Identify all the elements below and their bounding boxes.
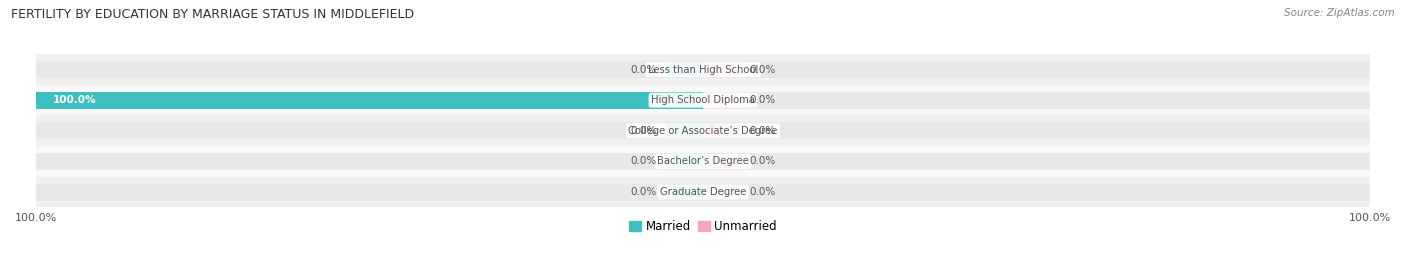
Bar xyxy=(37,177,1369,207)
Bar xyxy=(703,94,740,107)
Bar xyxy=(703,122,1369,139)
Bar xyxy=(703,63,740,76)
Bar xyxy=(37,61,703,78)
Bar xyxy=(37,54,1369,85)
Text: Source: ZipAtlas.com: Source: ZipAtlas.com xyxy=(1284,8,1395,18)
Bar xyxy=(37,146,1369,177)
Bar xyxy=(37,122,703,139)
Bar xyxy=(703,155,740,168)
Text: 0.0%: 0.0% xyxy=(630,187,657,197)
Bar xyxy=(666,155,703,168)
Text: 0.0%: 0.0% xyxy=(630,126,657,136)
Text: 0.0%: 0.0% xyxy=(749,187,776,197)
Bar xyxy=(703,125,740,137)
Bar xyxy=(37,153,703,170)
Bar xyxy=(703,184,1369,200)
Text: Less than High School: Less than High School xyxy=(648,65,758,75)
Text: 0.0%: 0.0% xyxy=(630,157,657,167)
Bar xyxy=(703,153,1369,170)
Bar xyxy=(37,184,703,200)
Bar xyxy=(37,92,703,109)
Bar xyxy=(37,115,1369,146)
Text: 100.0%: 100.0% xyxy=(53,95,96,105)
Text: Graduate Degree: Graduate Degree xyxy=(659,187,747,197)
Bar xyxy=(666,186,703,199)
Text: 0.0%: 0.0% xyxy=(749,157,776,167)
Bar xyxy=(703,92,1369,109)
Text: High School Diploma: High School Diploma xyxy=(651,95,755,105)
Text: FERTILITY BY EDUCATION BY MARRIAGE STATUS IN MIDDLEFIELD: FERTILITY BY EDUCATION BY MARRIAGE STATU… xyxy=(11,8,415,21)
Text: 0.0%: 0.0% xyxy=(749,126,776,136)
Bar xyxy=(703,186,740,199)
Bar xyxy=(37,85,1369,115)
Legend: Married, Unmarried: Married, Unmarried xyxy=(624,215,782,238)
Text: 0.0%: 0.0% xyxy=(630,65,657,75)
Text: 0.0%: 0.0% xyxy=(749,65,776,75)
Text: Bachelor’s Degree: Bachelor’s Degree xyxy=(657,157,749,167)
Bar xyxy=(666,63,703,76)
Text: 0.0%: 0.0% xyxy=(749,95,776,105)
Bar xyxy=(37,92,703,109)
Text: College or Associate’s Degree: College or Associate’s Degree xyxy=(628,126,778,136)
Bar xyxy=(703,61,1369,78)
Bar xyxy=(666,125,703,137)
